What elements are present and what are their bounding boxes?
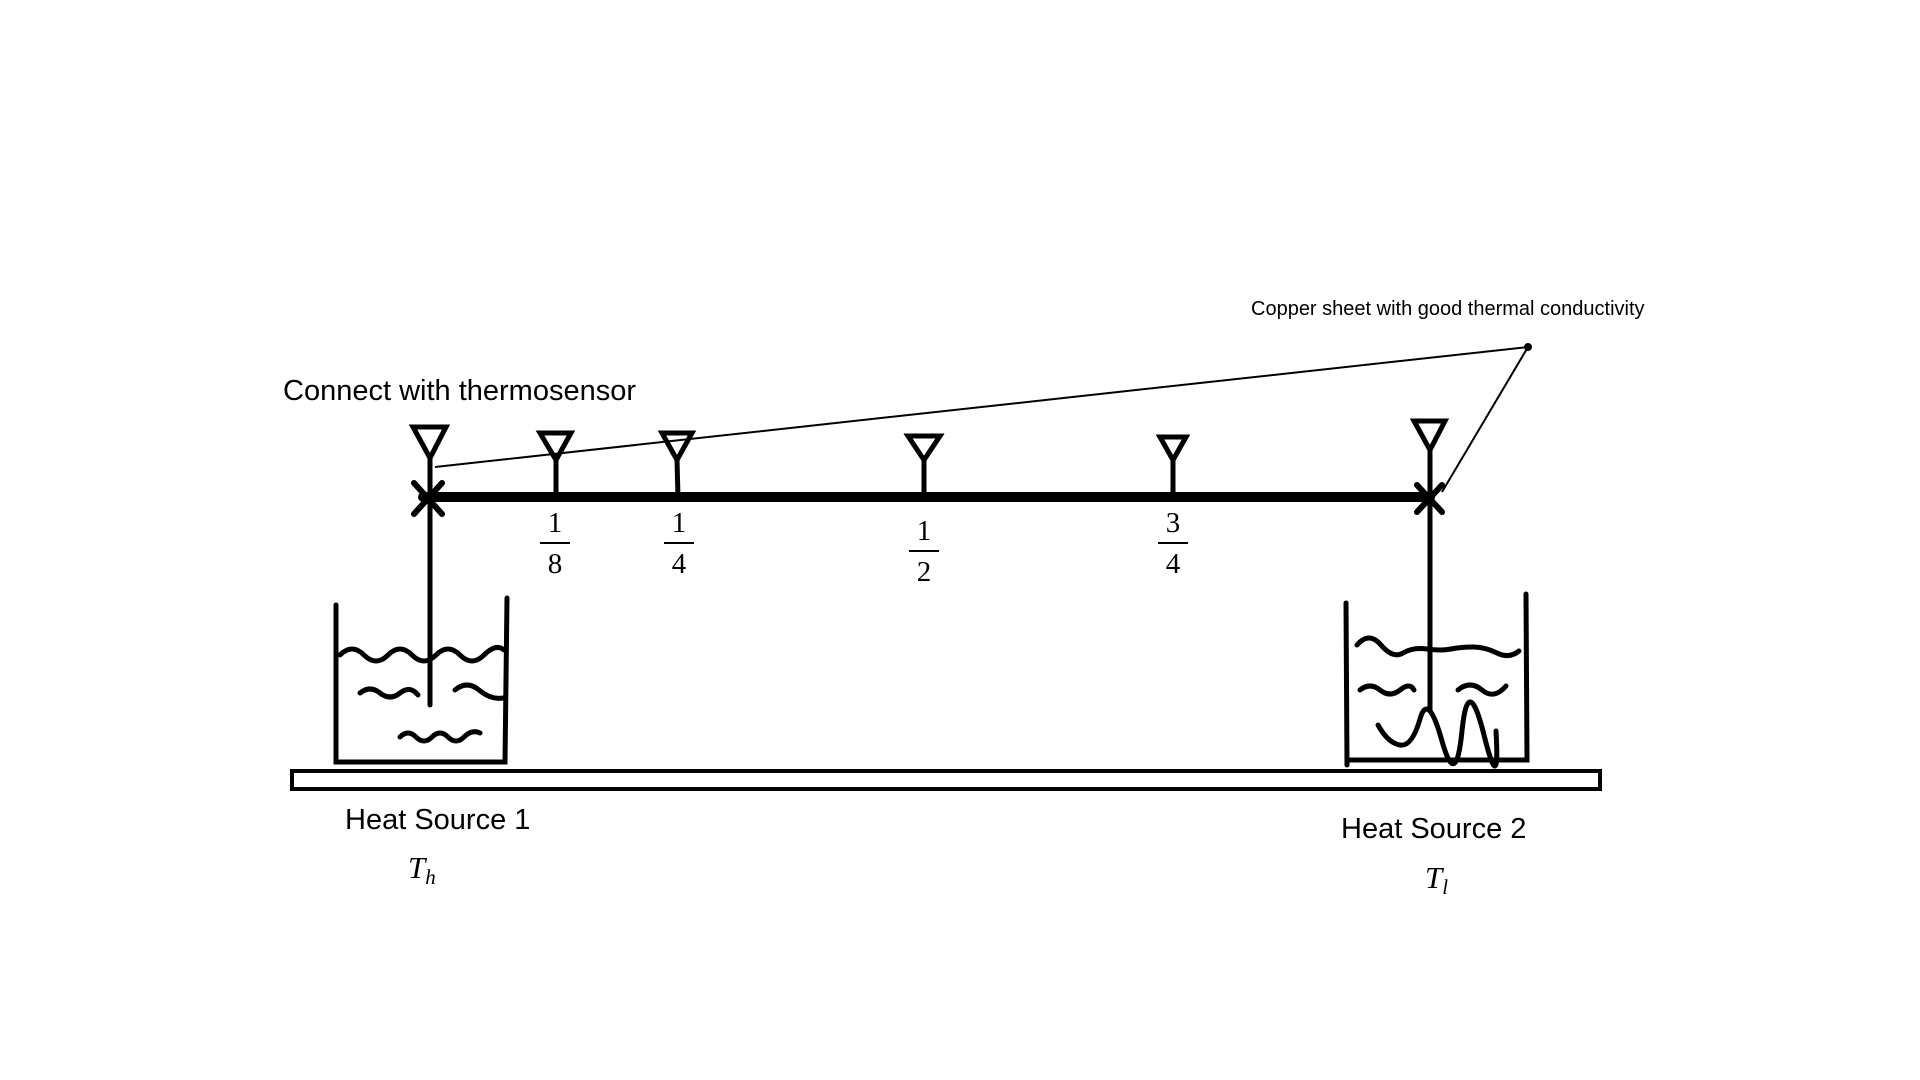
liquid-wave [1354, 635, 1522, 659]
fraction-denominator: 4 [1165, 548, 1181, 580]
fraction-bar [664, 542, 694, 544]
liquid-wave [397, 729, 483, 744]
fraction-numerator: 1 [916, 515, 932, 547]
temp-high-subscript: h [425, 865, 436, 889]
thermosensor-one-eighth [535, 430, 576, 500]
fraction-numerator: 3 [1165, 507, 1181, 539]
temperature-high-label: Th [408, 850, 436, 890]
heat-source-1-beaker [333, 595, 510, 765]
fraction-one-quarter: 1 4 [664, 508, 694, 579]
fraction-denominator: 8 [547, 548, 563, 580]
fraction-denominator: 4 [671, 548, 687, 580]
fraction-numerator: 1 [671, 507, 687, 539]
fraction-numerator: 1 [547, 507, 563, 539]
liquid-wave [337, 644, 507, 664]
temp-low-subscript: l [1442, 875, 1449, 899]
thermosensor-one-quarter [657, 430, 697, 500]
liquid-wave [357, 686, 421, 700]
heat-source-2-label: Heat Source 2 [1341, 813, 1527, 845]
liquid-wave [1375, 699, 1500, 769]
copper-sheet-pointer [434, 343, 1532, 493]
thermosensor-right [1409, 418, 1450, 713]
fraction-bar [1158, 542, 1188, 544]
liquid-wave [452, 682, 506, 701]
thermosensor-left [408, 424, 451, 708]
fraction-denominator: 2 [916, 556, 932, 588]
fraction-bar [909, 550, 939, 552]
copper-sheet-label: Copper sheet with good thermal conductiv… [1251, 298, 1645, 320]
thermosensor-three-quarter [1155, 434, 1191, 500]
liquid-wave [1455, 682, 1509, 697]
heat-source-2-beaker [1343, 591, 1530, 769]
temperature-low-label: Tl [1425, 860, 1448, 900]
temp-high-symbol: T [408, 850, 426, 885]
thermosensor-one-half [903, 433, 945, 500]
fraction-one-eighth: 1 8 [540, 508, 570, 579]
temp-low-symbol: T [1425, 860, 1443, 895]
fraction-three-quarter: 3 4 [1158, 508, 1188, 579]
fraction-one-half: 1 2 [909, 516, 939, 587]
thermosensor-label: Connect with thermosensor [283, 375, 636, 407]
liquid-wave [1357, 683, 1417, 697]
heat-source-1-label: Heat Source 1 [345, 804, 531, 836]
base-platform [290, 769, 1602, 791]
fraction-bar [540, 542, 570, 544]
